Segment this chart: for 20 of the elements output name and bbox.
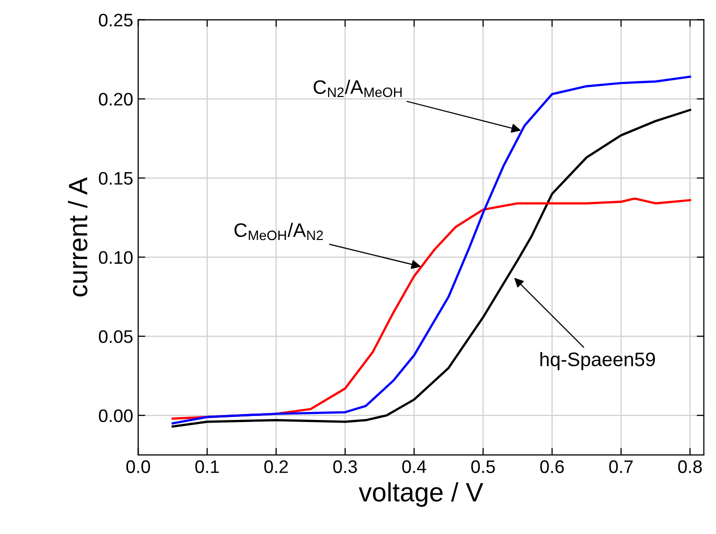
x-tick-label: 0.6 [540,460,564,474]
y-tick-label: 0.10 [98,251,133,264]
x-axis-title: voltage / V [358,482,484,507]
x-tick-label: 0.1 [195,460,219,474]
x-tick-label: 0.8 [678,460,702,474]
y-axis-title: current / A [68,177,88,296]
annotation: hq-Spaeen59 [540,352,655,370]
annotation: C$_{N2}$/A$_{MeOH}$ [314,80,402,98]
x-tick-label: 0.0 [126,460,150,474]
annotation: C$_{MeOH}$/A$_{N2}$ [234,222,323,240]
x-tick-label: 0.3 [333,460,357,474]
y-tick-label: 0.20 [98,92,133,106]
y-tick-label: 0.25 [98,14,133,26]
x-tick-label: 0.4 [402,460,426,474]
y-tick-label: 0.15 [98,172,133,185]
y-tick-label: 0.05 [98,330,133,343]
x-tick-label: 0.2 [264,460,288,474]
x-tick-label: 0.5 [471,460,495,474]
x-tick-label: 0.7 [609,460,633,474]
y-tick-label: 0.00 [98,409,133,422]
